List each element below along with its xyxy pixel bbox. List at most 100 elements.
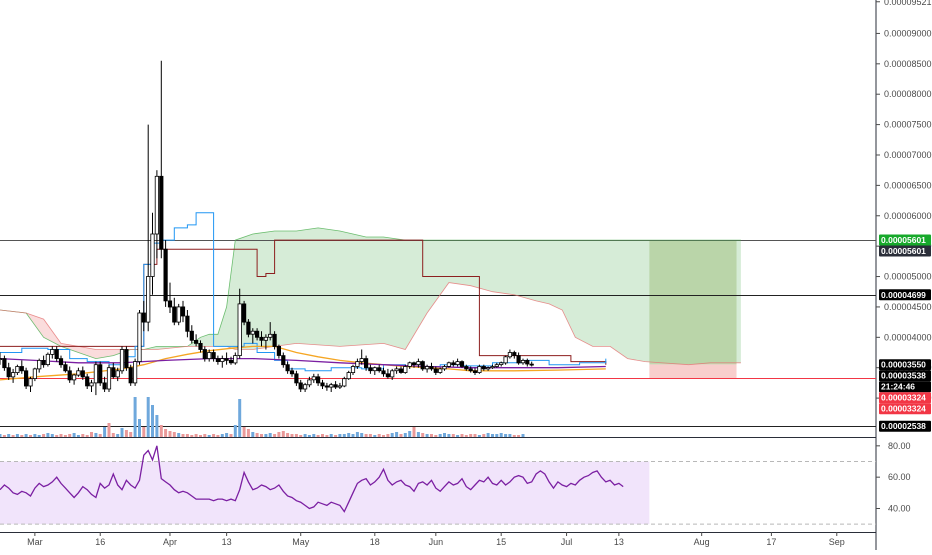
volume-bar (103, 427, 107, 437)
volume-bar (242, 427, 246, 437)
volume-bar (281, 431, 285, 437)
candle-body (490, 366, 495, 369)
candle-body (2, 358, 7, 369)
candle-body (132, 361, 138, 384)
candle-body (224, 358, 229, 361)
candle-body (10, 372, 16, 378)
candle-body (307, 379, 312, 386)
candle-body (37, 359, 42, 370)
rsi-line-path (0, 445, 624, 513)
volume-bar (129, 432, 133, 437)
volume-bar (499, 433, 503, 437)
volume-bar (203, 434, 207, 437)
time-axis[interactable]: Mar 16 Apr 13 May 18 Jun 15 Jul 13 Aug 17 Sep (27, 532, 845, 547)
volume-bar (438, 434, 442, 437)
candle-body (98, 364, 103, 384)
candle-body (363, 358, 369, 369)
candle-body (298, 382, 303, 390)
candle-body (499, 362, 504, 365)
price-axis-tick-label: 0.00009521 (884, 0, 932, 7)
price-label-box (879, 245, 931, 257)
candle-body (141, 312, 146, 323)
candle-body (503, 356, 508, 364)
candle-body (485, 367, 491, 370)
volume-bar (399, 434, 403, 437)
price-axis-tick-label: 0.00004500 (884, 302, 932, 312)
volume-bar (390, 433, 394, 437)
price-label-text: 0.00004699 (881, 290, 926, 300)
volume-bar (81, 434, 85, 437)
price-label-box (879, 289, 931, 301)
candle-body (446, 362, 452, 367)
candle-body (23, 370, 29, 387)
time-axis-tick-label: Jul (561, 537, 573, 547)
volume-bar (469, 434, 473, 437)
candle-body (211, 352, 216, 359)
candle-body (67, 370, 72, 381)
volume-bar (251, 432, 255, 437)
volume-bar (434, 435, 438, 437)
volume-bar (168, 431, 172, 437)
volume-bar (233, 425, 237, 437)
candle-body (368, 367, 373, 372)
volume-bar (124, 430, 128, 437)
candle-body (185, 315, 190, 332)
candle-body (333, 384, 338, 388)
time-axis-tick-label: Mar (27, 537, 43, 547)
candle-body (359, 358, 364, 363)
candle-body (28, 378, 33, 387)
volume-bar (512, 435, 516, 437)
candle-body (193, 339, 199, 344)
candle-body (58, 358, 64, 366)
candles (0, 60, 534, 396)
candle-body (89, 382, 94, 387)
time-axis-tick-label: 15 (496, 537, 506, 547)
candle-body (438, 368, 443, 373)
candle-body (246, 321, 251, 335)
volume-bar (15, 434, 19, 437)
volume-bar (90, 432, 93, 437)
rsi-axis-tick-label: 80.00 (888, 441, 911, 451)
price-axis[interactable]: 0.00009521 0.00009000 0.00008500 0.00008000… (876, 0, 932, 514)
volume-bar (142, 427, 146, 437)
long-position-tool[interactable] (649, 240, 737, 379)
volume-bar (216, 435, 220, 437)
candle-body (228, 359, 234, 364)
candle-body (6, 367, 11, 378)
time-axis-tick-label: 17 (766, 537, 776, 547)
volume-bar (504, 434, 508, 437)
candle-body (420, 361, 425, 370)
price-label-box (879, 420, 931, 432)
volume-bar (260, 434, 263, 437)
volume-bar (46, 433, 50, 437)
candle-body (176, 306, 181, 323)
volume-bar (220, 434, 224, 437)
volume-bars (0, 397, 525, 437)
volume-bar (98, 434, 102, 437)
candle-body (15, 366, 20, 373)
volume-bar (307, 435, 311, 437)
volume-bar (355, 432, 359, 437)
rsi-band (0, 461, 876, 525)
cloud-bearish (28, 313, 131, 359)
candle-body (477, 366, 482, 373)
price-label-box (879, 392, 931, 404)
candle-body (154, 175, 159, 235)
candle-body (202, 349, 207, 360)
price-label-box (879, 370, 931, 382)
volume-bar (159, 425, 163, 437)
candle-body (429, 366, 434, 370)
volume-bar (482, 434, 486, 437)
candle-body (381, 370, 386, 375)
volume-bar (246, 429, 250, 437)
volume-bar (473, 434, 477, 437)
time-axis-tick-label: Sep (829, 537, 845, 547)
time-axis-tick-label: 13 (614, 537, 624, 547)
volume-bar (255, 433, 259, 437)
volume-bar (42, 434, 46, 437)
time-axis-tick-label: Apr (163, 537, 177, 547)
candle-body (289, 370, 295, 375)
volume-bar (373, 435, 377, 437)
